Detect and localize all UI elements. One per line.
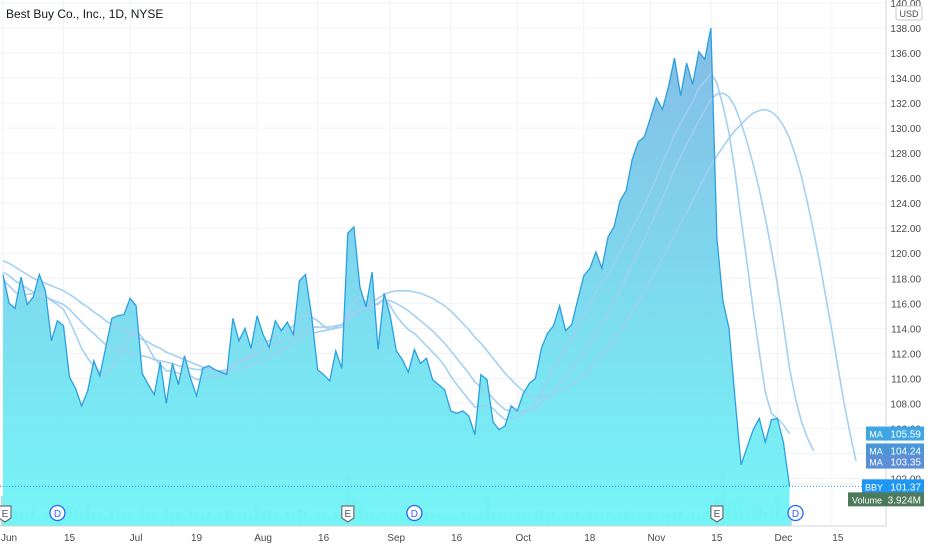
x-tick-label: Aug bbox=[254, 533, 272, 544]
y-tick-label: 140.00 bbox=[890, 0, 921, 10]
last-price-label: BBY 101.37 bbox=[862, 479, 924, 494]
earnings-marker[interactable]: E bbox=[0, 505, 12, 523]
ma-label-name: MA bbox=[869, 458, 883, 468]
event-marker-letter: D bbox=[792, 509, 799, 520]
y-tick-label: 108.00 bbox=[890, 399, 921, 410]
y-tick-label: 122.00 bbox=[890, 224, 921, 235]
dividend-marker[interactable]: D bbox=[787, 504, 804, 522]
currency-box bbox=[895, 5, 923, 21]
x-axis-background bbox=[0, 526, 932, 550]
event-marker-letter: D bbox=[54, 509, 61, 520]
y-tick-label: 118.00 bbox=[891, 274, 921, 285]
x-tick-label: 15 bbox=[711, 533, 723, 544]
ma-value-label: MA 105.59 bbox=[866, 426, 924, 441]
y-tick-label: 136.00 bbox=[890, 49, 921, 60]
x-tick-label: 19 bbox=[191, 533, 203, 544]
y-tick-label: 132.00 bbox=[890, 99, 921, 110]
ma-line bbox=[2, 92, 815, 452]
ma-line bbox=[2, 108, 857, 462]
y-tick-label: 138.00 bbox=[890, 24, 921, 35]
moving-averages bbox=[2, 71, 857, 462]
y-tick-label: 116.00 bbox=[891, 299, 921, 310]
x-tick-label: Jul bbox=[130, 533, 143, 544]
x-tick-label: Sep bbox=[387, 533, 405, 544]
event-marker-letter: E bbox=[2, 509, 9, 520]
volume-label-name: Volume bbox=[852, 495, 882, 505]
chart-title: Best Buy Co., Inc., 1D, NYSE bbox=[6, 7, 164, 21]
last-price-value: 101.37 bbox=[890, 482, 921, 493]
ma-label-value: 105.59 bbox=[890, 430, 921, 441]
y-tick-label: 124.00 bbox=[890, 199, 921, 210]
x-tick-label: 16 bbox=[318, 533, 330, 544]
price-area bbox=[3, 28, 790, 526]
dividend-marker[interactable]: D bbox=[406, 504, 423, 522]
price-area-fill bbox=[3, 28, 790, 526]
x-tick-label: 16 bbox=[451, 533, 463, 544]
price-line-layer bbox=[0, 27, 886, 487]
currency-label: USD bbox=[899, 9, 919, 19]
volume-label-value: 3.924M bbox=[888, 495, 921, 506]
y-tick-label: 128.00 bbox=[890, 149, 921, 160]
event-marker-letter: D bbox=[411, 509, 418, 520]
x-tick-label: 18 bbox=[584, 533, 596, 544]
y-tick-label: 112.00 bbox=[891, 349, 921, 360]
ma-value-label: MA 103.35 bbox=[866, 454, 924, 469]
ma-label-name: MA bbox=[869, 446, 883, 456]
x-tick-label: Oct bbox=[515, 533, 531, 544]
y-tick-label: 110.00 bbox=[891, 374, 921, 385]
price-labels: MA 105.59 MA 104.24 MA 103.35 BBY 101.37 Volume 3… bbox=[848, 426, 924, 507]
x-tick-label: Jun bbox=[1, 533, 17, 544]
y-tick-label: 114.00 bbox=[891, 324, 921, 335]
x-tick-label: Nov bbox=[647, 533, 665, 544]
x-tick-label: Dec bbox=[775, 533, 793, 544]
ma-line bbox=[2, 71, 791, 434]
y-tick-label: 120.00 bbox=[890, 249, 921, 260]
last-price-name: BBY bbox=[865, 482, 883, 492]
ma-label-value: 103.35 bbox=[890, 458, 921, 469]
event-marker-letter: E bbox=[345, 509, 352, 520]
x-tick-label: 15 bbox=[832, 533, 844, 544]
y-tick-label: 126.00 bbox=[890, 174, 921, 185]
earnings-marker[interactable]: E bbox=[341, 505, 355, 523]
dividend-marker[interactable]: D bbox=[49, 504, 66, 522]
y-tick-label: 134.00 bbox=[890, 74, 921, 85]
x-tick-label: 15 bbox=[64, 533, 76, 544]
ma-label-value: 104.24 bbox=[890, 446, 921, 457]
volume-value-label: Volume 3.924M bbox=[848, 492, 924, 507]
earnings-marker[interactable]: E bbox=[710, 505, 724, 523]
price-line bbox=[2, 27, 791, 487]
ma-value-label: MA 104.24 bbox=[866, 443, 924, 458]
event-marker-letter: E bbox=[714, 509, 721, 520]
y-tick-label: 130.00 bbox=[890, 124, 921, 135]
ma-label-name: MA bbox=[869, 430, 883, 440]
